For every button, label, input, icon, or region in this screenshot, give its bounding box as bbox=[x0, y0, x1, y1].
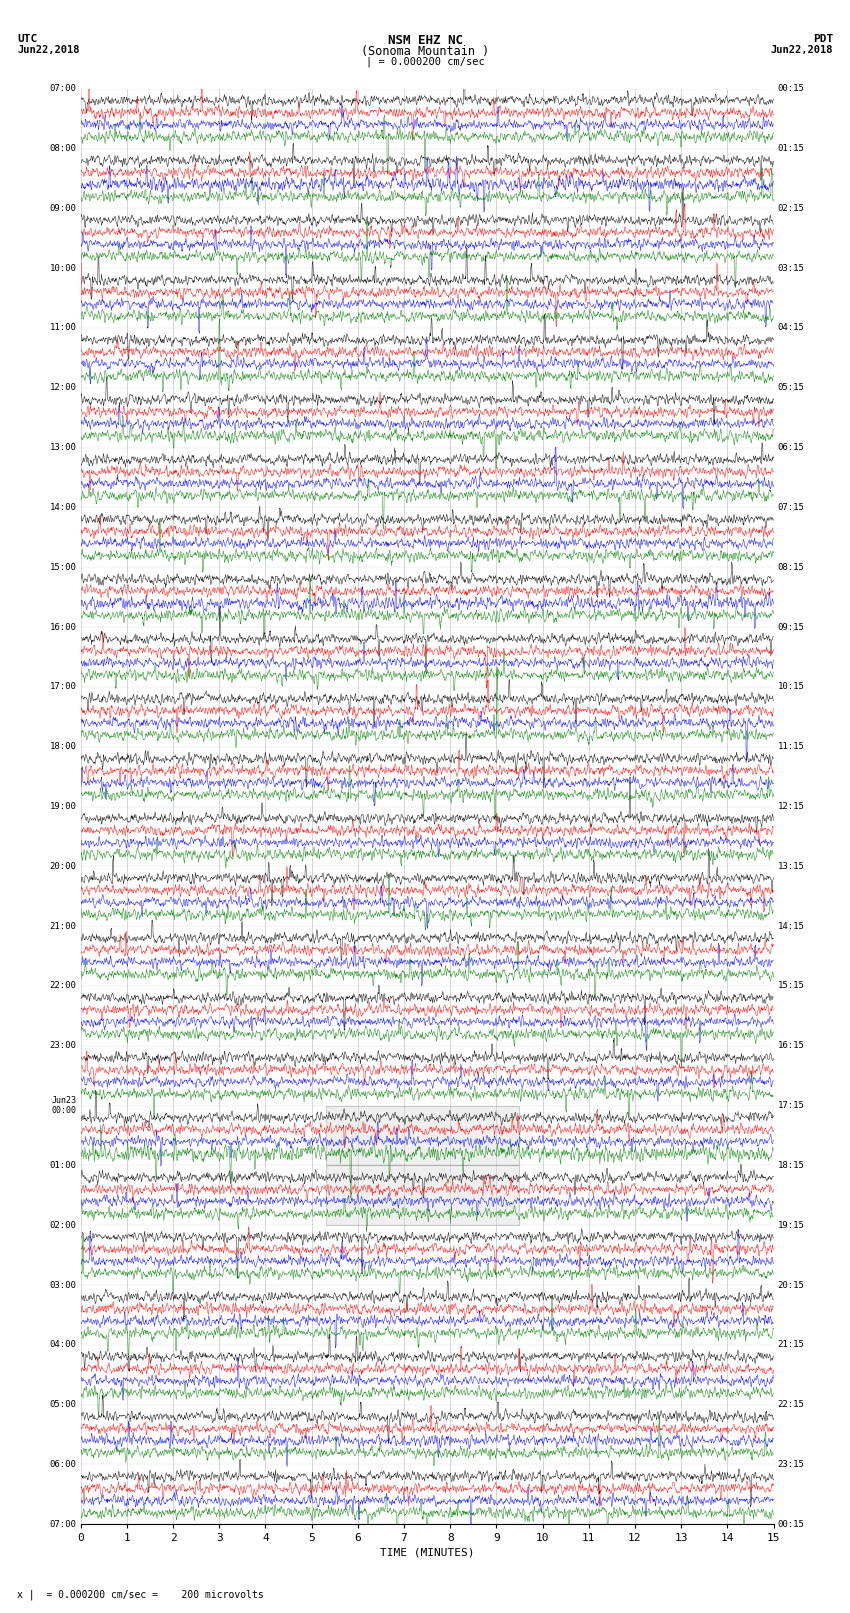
Text: NSM EHZ NC: NSM EHZ NC bbox=[388, 34, 462, 47]
Text: 07:15: 07:15 bbox=[778, 503, 805, 511]
Text: 02:15: 02:15 bbox=[778, 203, 805, 213]
Text: 05:15: 05:15 bbox=[778, 384, 805, 392]
Text: 13:00: 13:00 bbox=[49, 444, 76, 452]
Text: 06:15: 06:15 bbox=[778, 444, 805, 452]
Text: 07:00: 07:00 bbox=[49, 1519, 76, 1529]
Text: 23:00: 23:00 bbox=[49, 1042, 76, 1050]
Text: 13:15: 13:15 bbox=[778, 861, 805, 871]
Text: 03:15: 03:15 bbox=[778, 263, 805, 273]
Text: 01:00: 01:00 bbox=[49, 1161, 76, 1169]
Text: 10:00: 10:00 bbox=[49, 263, 76, 273]
Text: 16:15: 16:15 bbox=[778, 1042, 805, 1050]
Text: | = 0.000200 cm/sec: | = 0.000200 cm/sec bbox=[366, 56, 484, 68]
Text: 08:15: 08:15 bbox=[778, 563, 805, 571]
Text: 11:00: 11:00 bbox=[49, 324, 76, 332]
Text: 20:15: 20:15 bbox=[778, 1281, 805, 1289]
Text: 12:15: 12:15 bbox=[778, 802, 805, 811]
Text: 09:00: 09:00 bbox=[49, 203, 76, 213]
Text: 00:15: 00:15 bbox=[778, 1519, 805, 1529]
Text: 00:15: 00:15 bbox=[778, 84, 805, 94]
Text: 18:00: 18:00 bbox=[49, 742, 76, 752]
Text: 19:00: 19:00 bbox=[49, 802, 76, 811]
Text: 11:15: 11:15 bbox=[778, 742, 805, 752]
Text: 10:15: 10:15 bbox=[778, 682, 805, 692]
Bar bbox=[326, 1165, 519, 1226]
Text: 19:15: 19:15 bbox=[778, 1221, 805, 1229]
Text: 22:15: 22:15 bbox=[778, 1400, 805, 1410]
Text: x |  = 0.000200 cm/sec =    200 microvolts: x | = 0.000200 cm/sec = 200 microvolts bbox=[17, 1589, 264, 1600]
Text: 02:00: 02:00 bbox=[49, 1221, 76, 1229]
Text: 05:00: 05:00 bbox=[49, 1400, 76, 1410]
X-axis label: TIME (MINUTES): TIME (MINUTES) bbox=[380, 1547, 474, 1558]
Text: 04:15: 04:15 bbox=[778, 324, 805, 332]
Text: 16:00: 16:00 bbox=[49, 623, 76, 632]
Text: (Sonoma Mountain ): (Sonoma Mountain ) bbox=[361, 45, 489, 58]
Text: 21:00: 21:00 bbox=[49, 921, 76, 931]
Text: Jun22,2018: Jun22,2018 bbox=[770, 45, 833, 55]
Text: Jun23
00:00: Jun23 00:00 bbox=[52, 1095, 76, 1115]
Text: 15:00: 15:00 bbox=[49, 563, 76, 571]
Text: 15:15: 15:15 bbox=[778, 981, 805, 990]
Text: 17:15: 17:15 bbox=[778, 1102, 805, 1110]
Text: 23:15: 23:15 bbox=[778, 1460, 805, 1469]
Text: 18:15: 18:15 bbox=[778, 1161, 805, 1169]
Text: 06:00: 06:00 bbox=[49, 1460, 76, 1469]
Text: 04:00: 04:00 bbox=[49, 1340, 76, 1350]
Text: PDT: PDT bbox=[813, 34, 833, 44]
Text: 01:15: 01:15 bbox=[778, 144, 805, 153]
Text: Jun22,2018: Jun22,2018 bbox=[17, 45, 80, 55]
Text: 03:00: 03:00 bbox=[49, 1281, 76, 1289]
Text: UTC: UTC bbox=[17, 34, 37, 44]
Text: 07:00: 07:00 bbox=[49, 84, 76, 94]
Text: 22:00: 22:00 bbox=[49, 981, 76, 990]
Text: 20:00: 20:00 bbox=[49, 861, 76, 871]
Text: 14:15: 14:15 bbox=[778, 921, 805, 931]
Text: 21:15: 21:15 bbox=[778, 1340, 805, 1350]
Text: 17:00: 17:00 bbox=[49, 682, 76, 692]
Text: 14:00: 14:00 bbox=[49, 503, 76, 511]
Bar bbox=[326, 1105, 519, 1165]
Text: 12:00: 12:00 bbox=[49, 384, 76, 392]
Text: 09:15: 09:15 bbox=[778, 623, 805, 632]
Text: 08:00: 08:00 bbox=[49, 144, 76, 153]
